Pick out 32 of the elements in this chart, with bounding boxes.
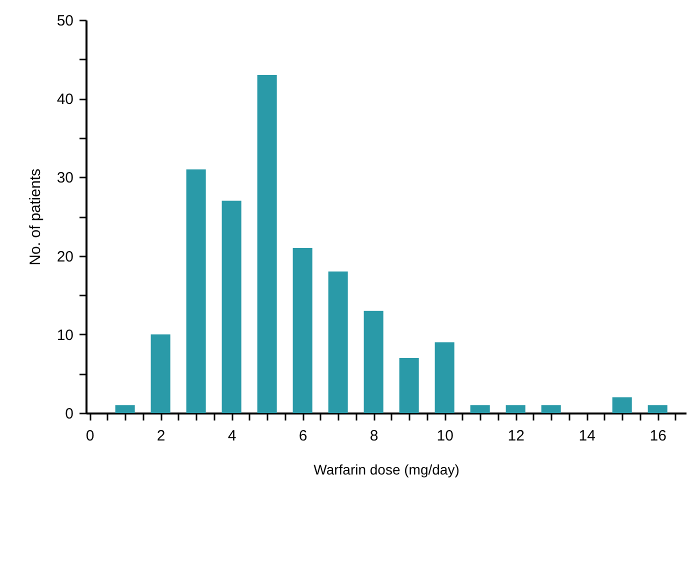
bar (186, 169, 206, 413)
y-tick-label: 40 (56, 91, 74, 108)
bar (364, 310, 384, 413)
bar (648, 405, 668, 413)
bar (257, 75, 277, 413)
bar (115, 405, 135, 413)
y-tick-label: 30 (56, 170, 74, 187)
x-tick-label: 16 (650, 428, 666, 444)
bar (434, 342, 454, 413)
y-tick-label: 50 (56, 12, 74, 30)
y-axis-title: No. of patients (26, 168, 44, 266)
bar (612, 397, 632, 413)
x-tick-label: 0 (86, 428, 94, 444)
x-tick-label: 8 (370, 428, 378, 444)
bar (506, 405, 526, 413)
bar (150, 334, 170, 413)
bar (222, 200, 242, 413)
y-tick-label: 10 (56, 326, 74, 344)
y-tick-label: 20 (56, 248, 74, 266)
x-tick-label: 2 (156, 428, 166, 444)
x-tick-label: 10 (436, 428, 454, 444)
bar (328, 272, 348, 413)
x-tick-label: 14 (578, 428, 596, 444)
bar (541, 405, 561, 413)
bar (292, 248, 312, 413)
x-tick-label: 12 (508, 428, 524, 444)
y-tick-label: 0 (65, 406, 74, 422)
x-tick-label: 4 (228, 428, 236, 444)
x-axis-title: Warfarin dose (mg/day) (314, 462, 460, 478)
bar (470, 405, 490, 413)
x-tick-label: 6 (298, 428, 308, 444)
bar (399, 358, 419, 413)
